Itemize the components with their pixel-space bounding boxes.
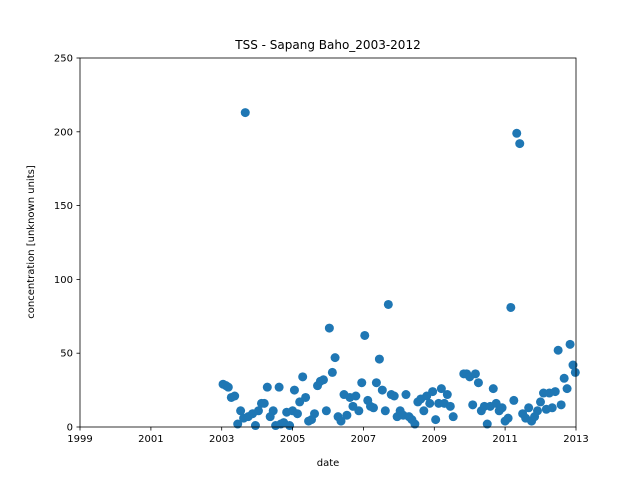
data-point (318, 375, 328, 385)
data-point (371, 378, 381, 388)
y-tick-label: 50 (60, 349, 73, 360)
x-tick-label: 2005 (280, 434, 305, 445)
data-point (533, 406, 542, 416)
data-point (236, 406, 246, 416)
data-point (377, 385, 387, 395)
data-point (298, 372, 308, 382)
data-point (380, 406, 390, 416)
data-point (289, 385, 299, 395)
x-tick-label: 2013 (563, 434, 588, 445)
data-point (436, 384, 446, 394)
data-point (354, 406, 364, 416)
data-point (324, 323, 334, 333)
plot-frame (79, 57, 577, 428)
x-tick-label: 1999 (67, 434, 92, 445)
data-point (374, 354, 384, 364)
data-point (524, 403, 534, 413)
y-axis-ticks: 0 50 100 150 200 250 (54, 54, 80, 434)
data-point (506, 302, 516, 312)
data-point (336, 416, 346, 426)
data-point (274, 382, 284, 392)
data-point (442, 390, 452, 400)
data-point (468, 400, 478, 410)
data-point (410, 419, 420, 429)
data-point (553, 345, 563, 355)
data-point (448, 412, 458, 422)
data-point (250, 421, 260, 431)
data-point (470, 369, 480, 379)
data-point (497, 403, 507, 413)
x-axis-ticks: 1999 2001 2003 2005 2007 2009 2011 2013 (67, 427, 589, 445)
data-point (233, 419, 243, 429)
chart-title: TSS - Sapang Baho_2003-2012 (234, 38, 420, 52)
data-point (562, 384, 572, 394)
data-point (445, 401, 455, 411)
x-tick-label: 2003 (209, 434, 234, 445)
data-point (330, 353, 340, 363)
data-point (360, 330, 370, 340)
y-axis-label: concentration [unknown units] (26, 165, 37, 319)
data-point (321, 406, 331, 416)
data-point (431, 415, 441, 425)
data-point (503, 413, 513, 423)
data-point (570, 367, 580, 377)
data-point (401, 390, 411, 400)
x-axis-label: date (317, 458, 340, 469)
data-point (389, 391, 399, 401)
y-tick-label: 0 (67, 423, 73, 434)
data-point (515, 139, 525, 149)
data-point (285, 421, 295, 431)
data-point (262, 382, 272, 392)
data-point (301, 392, 311, 402)
data-point (473, 378, 483, 388)
data-point (342, 410, 352, 420)
data-point (568, 360, 578, 370)
y-tick-label: 250 (54, 54, 73, 65)
data-point (565, 339, 575, 349)
data-point (268, 406, 278, 416)
data-point (428, 387, 438, 397)
x-tick-label: 2011 (492, 434, 517, 445)
data-point (368, 403, 378, 413)
data-point (351, 391, 361, 401)
data-point (310, 409, 320, 419)
data-point (482, 419, 492, 429)
data-point (357, 378, 367, 388)
data-point (240, 108, 250, 118)
x-tick-label: 2007 (351, 434, 376, 445)
data-point (292, 409, 302, 419)
data-point (327, 367, 337, 377)
data-point (425, 398, 435, 408)
data-point (547, 403, 557, 413)
data-point (259, 398, 269, 408)
data-point (556, 400, 566, 410)
data-point (419, 406, 429, 416)
data-point (230, 391, 240, 401)
data-point (488, 384, 498, 394)
data-point (253, 406, 263, 416)
data-point (383, 299, 393, 309)
data-point (509, 395, 519, 405)
x-tick-label: 2001 (138, 434, 163, 445)
data-point (536, 397, 545, 407)
y-tick-label: 200 (54, 127, 73, 138)
data-point (223, 382, 233, 392)
data-points (218, 108, 580, 431)
y-tick-label: 150 (54, 201, 73, 212)
x-tick-label: 2009 (422, 434, 447, 445)
data-point (550, 387, 560, 397)
data-point (512, 128, 522, 138)
y-tick-label: 100 (54, 275, 73, 286)
data-point (559, 373, 569, 383)
